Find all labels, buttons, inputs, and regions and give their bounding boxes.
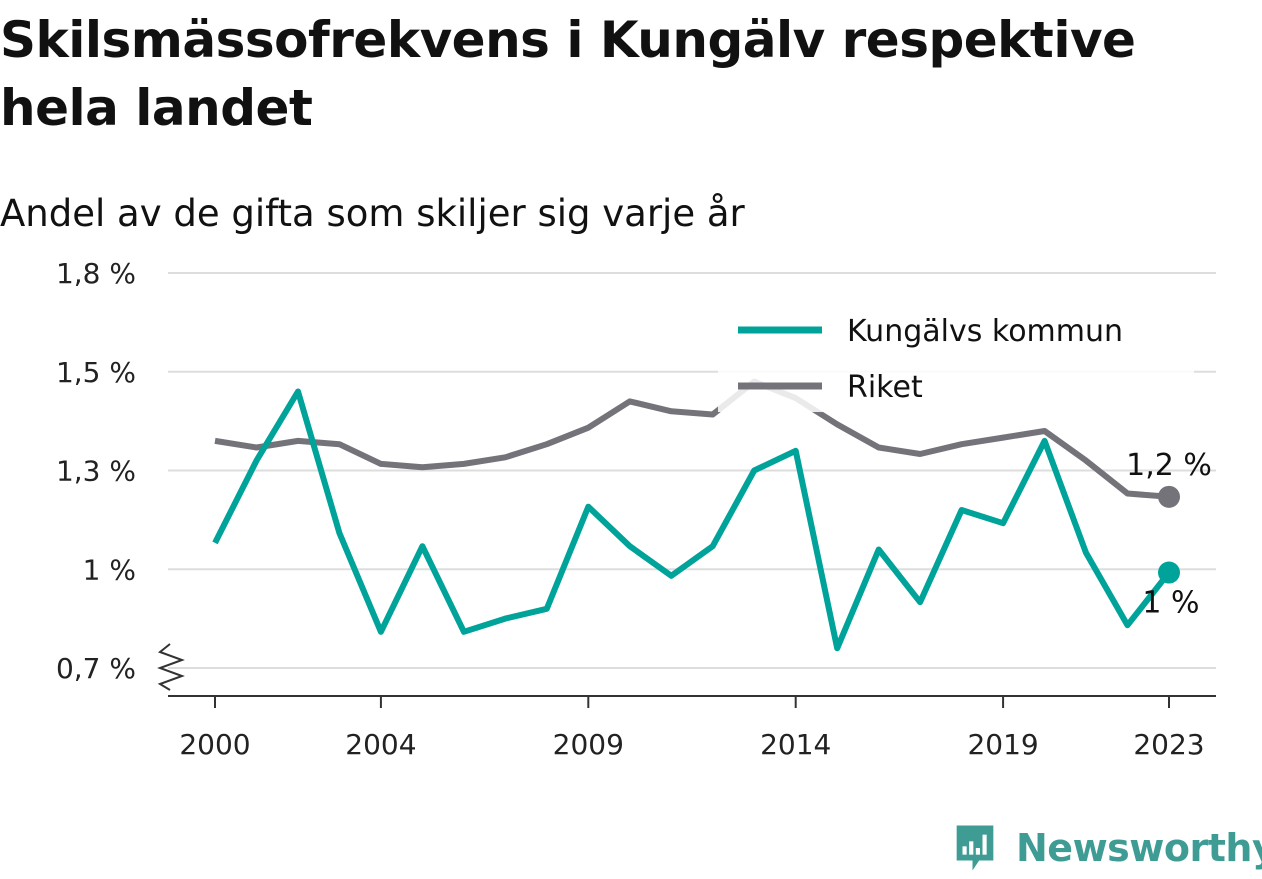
legend-label: Riket bbox=[847, 370, 923, 405]
x-tick-label: 2000 bbox=[179, 728, 250, 761]
x-axis: 2000 2004 2009 2014 2019 2023 bbox=[168, 695, 1216, 761]
legend-label: Kungälvs kommun bbox=[847, 314, 1123, 349]
chart-title: Skilsmässofrekvens i Kungälv respektive … bbox=[0, 11, 1136, 137]
end-labels: 1 % 1,2 % bbox=[1126, 448, 1212, 621]
x-tick-label: 2004 bbox=[345, 728, 416, 761]
end-point-marker bbox=[1158, 485, 1180, 508]
axis-break-icon bbox=[157, 643, 185, 691]
end-value-label: 1 % bbox=[1142, 586, 1199, 621]
x-tick-label: 2019 bbox=[967, 728, 1038, 761]
y-tick-label: 1,8 % bbox=[56, 257, 136, 290]
legend: Kungälvs kommun Riket bbox=[718, 306, 1194, 412]
x-tick-label: 2014 bbox=[760, 728, 831, 761]
legend-background bbox=[718, 306, 1194, 412]
y-tick-label: 0,7 % bbox=[56, 652, 136, 685]
y-axis-ticks: 0,7 % 1 % 1,3 % 1,5 % 1,8 % bbox=[56, 257, 185, 691]
end-value-label: 1,2 % bbox=[1126, 448, 1212, 483]
series-line bbox=[212, 388, 1172, 652]
newsworthy-logo: Newsworthy bbox=[950, 818, 1262, 878]
newsworthy-bar-chart-icon bbox=[956, 825, 994, 871]
series-line bbox=[214, 378, 1170, 500]
logo-text: Newsworthy bbox=[1016, 826, 1262, 870]
x-tick-label: 2023 bbox=[1133, 728, 1204, 761]
y-tick-label: 1 % bbox=[83, 553, 136, 586]
x-tick-label: 2009 bbox=[553, 728, 624, 761]
chart-subtitle: Andel av de gifta som skiljer sig varje … bbox=[0, 192, 745, 235]
y-tick-label: 1,3 % bbox=[56, 455, 136, 488]
series-layer bbox=[212, 378, 1172, 652]
end-point-marker bbox=[1158, 561, 1180, 584]
y-tick-label: 1,5 % bbox=[56, 356, 136, 389]
